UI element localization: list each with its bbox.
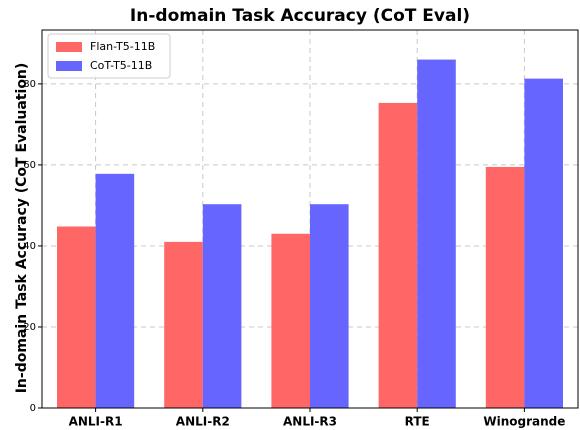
legend: Flan-T5-11B CoT-T5-11B <box>47 33 171 79</box>
y-tick-label: 20 <box>23 322 36 333</box>
bar <box>95 173 135 408</box>
bar <box>164 241 203 408</box>
y-tick-label: 0 <box>30 403 36 414</box>
chart-title: In-domain Task Accuracy (CoT Eval) <box>130 6 470 26</box>
bar <box>378 102 418 408</box>
x-tick-label: ANLI-R1 <box>69 415 123 429</box>
y-tick-label: 40 <box>23 241 36 252</box>
plot-frame <box>41 29 579 409</box>
legend-swatch <box>56 42 82 52</box>
bar <box>57 226 96 408</box>
legend-swatch <box>56 61 82 71</box>
bar <box>310 204 349 408</box>
bar <box>524 78 563 408</box>
x-tick-label: Winogrande <box>483 415 565 429</box>
bar <box>202 204 242 408</box>
y-tick-label: 80 <box>23 79 36 90</box>
legend-label: Flan-T5-11B <box>90 40 155 53</box>
bar <box>485 166 525 408</box>
y-tick-label: 60 <box>23 160 36 171</box>
bar <box>417 59 456 408</box>
y-axis-label: In-domain Task Accuracy (CoT Evaluation) <box>14 63 30 394</box>
x-tick-label: ANLI-R3 <box>283 415 337 429</box>
x-tick-label: RTE <box>405 415 430 429</box>
x-tick-label: ANLI-R2 <box>176 415 230 429</box>
bar <box>271 233 310 408</box>
legend-label: CoT-T5-11B <box>90 59 152 72</box>
